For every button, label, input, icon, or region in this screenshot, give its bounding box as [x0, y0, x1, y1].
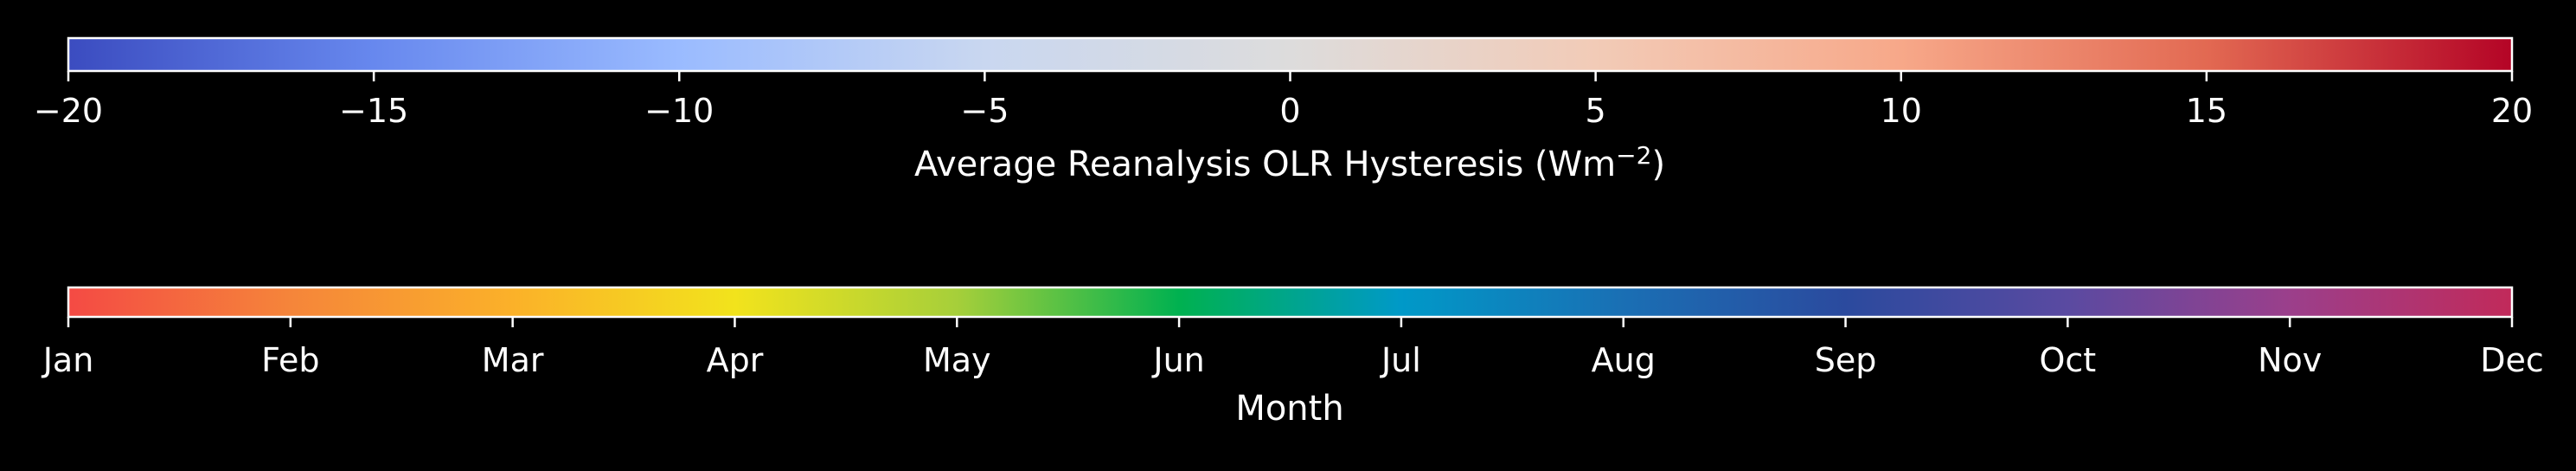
olr-tick-label: 5: [1586, 92, 1606, 130]
month-tick-label: Nov: [2258, 341, 2322, 379]
month-colorbar: Jan Feb Mar Apr May Jun Jul Aug Sep Oct Nov Dec Mon…: [42, 286, 2544, 429]
month-axis-label: Month: [1235, 389, 1343, 429]
olr-tick-label: 20: [2491, 92, 2533, 130]
olr-colorbar-fill: [68, 38, 2512, 71]
month-tick-label: Mar: [482, 341, 544, 379]
month-tick-label: Aug: [1592, 341, 1656, 379]
month-tick-labels: Jan Feb Mar Apr May Jun Jul Aug Sep Oct Nov Dec: [42, 341, 2544, 379]
month-tick-label: May: [923, 341, 991, 379]
olr-tick-label: −5: [960, 92, 1009, 130]
olr-tick-label: −10: [644, 92, 714, 130]
month-tick-label: Jul: [1380, 341, 1421, 379]
olr-tick-label: −15: [339, 92, 408, 130]
month-tick-label: Dec: [2480, 341, 2544, 379]
month-tick-label: Oct: [2040, 341, 2097, 379]
month-colorbar-frame: [67, 286, 2514, 319]
olr-tick-marks: [67, 71, 2514, 81]
month-tick-marks: [67, 317, 2514, 327]
olr-axis-label: Average Reanalysis OLR Hysteresis (Wm−2): [914, 141, 1665, 184]
month-tick-label: Apr: [707, 341, 764, 379]
olr-tick-label: 10: [1881, 92, 1922, 130]
olr-colorbar: −20 −15 −10 −5 0 5 10 15 20 Average Reanalysis O…: [34, 36, 2533, 184]
olr-tick-label: 15: [2186, 92, 2227, 130]
month-tick-label: Feb: [261, 341, 319, 379]
olr-tick-labels: −20 −15 −10 −5 0 5 10 15 20: [34, 92, 2533, 130]
olr-tick-label: 0: [1279, 92, 1300, 130]
month-tick-label: Jan: [42, 341, 94, 379]
month-colorbar-fill: [68, 287, 2512, 317]
olr-tick-label: −20: [34, 92, 103, 130]
month-tick-label: Sep: [1815, 341, 1877, 379]
month-tick-label: Jun: [1151, 341, 1204, 379]
